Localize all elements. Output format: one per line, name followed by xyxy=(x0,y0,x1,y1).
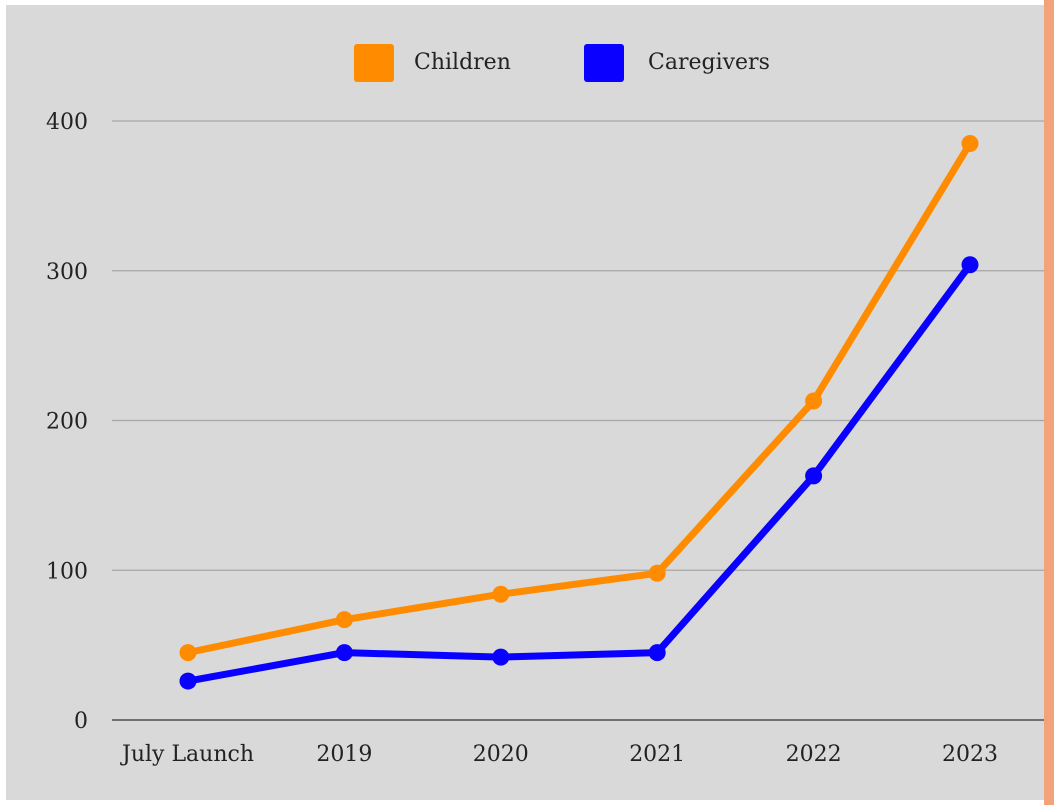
data-point xyxy=(335,611,353,629)
data-point xyxy=(961,134,979,152)
legend-label: Caregivers xyxy=(648,50,770,75)
legend-item-children: Children xyxy=(354,44,511,82)
legend-item-caregivers: Caregivers xyxy=(584,44,770,82)
data-point xyxy=(961,256,979,274)
series-layer xyxy=(179,134,979,690)
data-point xyxy=(492,585,510,603)
legend-label: Children xyxy=(414,50,511,75)
y-tick-label: 0 xyxy=(74,709,88,734)
data-point xyxy=(335,644,353,662)
y-tick-label: 200 xyxy=(46,410,88,435)
x-tick-label: July Launch xyxy=(120,742,254,767)
data-point xyxy=(179,644,197,662)
y-axis-ticks: 0 100 200 300 400 xyxy=(46,110,88,734)
legend-swatch xyxy=(354,44,394,82)
series-line xyxy=(184,139,974,657)
data-point xyxy=(648,564,666,582)
chart-background xyxy=(6,5,1044,800)
x-tick-label: 2022 xyxy=(786,742,842,767)
gridlines xyxy=(112,120,1044,571)
x-tick-label: 2019 xyxy=(316,742,372,767)
data-point xyxy=(805,467,823,485)
data-point xyxy=(648,644,666,662)
legend-swatch xyxy=(584,44,624,82)
x-tick-label: 2023 xyxy=(942,742,998,767)
series-caregivers xyxy=(179,256,979,690)
x-tick-label: 2020 xyxy=(473,742,529,767)
right-border-accent xyxy=(1044,0,1054,805)
series-line xyxy=(184,261,974,685)
data-point xyxy=(805,392,823,410)
series-children xyxy=(179,134,979,662)
y-tick-label: 400 xyxy=(46,110,88,135)
legend: Children Caregivers xyxy=(354,44,770,82)
x-axis-ticks: July Launch 2019 2020 2021 2022 2023 xyxy=(120,742,998,767)
data-point xyxy=(179,672,197,690)
y-tick-label: 300 xyxy=(46,260,88,285)
data-point xyxy=(492,648,510,666)
x-tick-label: 2021 xyxy=(629,742,685,767)
y-tick-label: 100 xyxy=(46,559,88,584)
